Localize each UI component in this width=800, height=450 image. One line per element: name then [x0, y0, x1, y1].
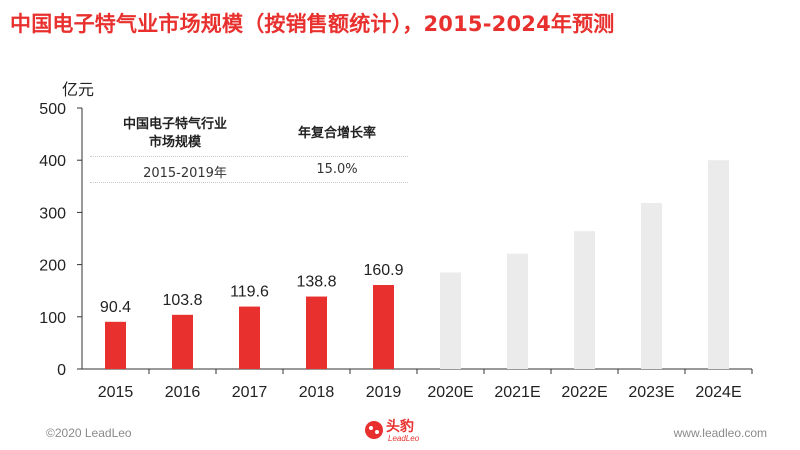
y-tick-label: 300: [39, 205, 66, 222]
forecast-bar: [440, 272, 461, 369]
inset-value-cagr: 15.0%: [316, 162, 358, 177]
y-tick-label: 0: [57, 362, 66, 379]
y-axis-unit-label: 亿元: [62, 80, 95, 99]
x-tick-label: 2018: [299, 384, 335, 401]
forecast-bar: [574, 231, 595, 369]
bar-data-label: 119.6: [230, 284, 269, 301]
x-tick-label: 2021E: [494, 384, 540, 401]
inset-value-period: 2015-2019年: [143, 166, 227, 181]
y-tick-label: 100: [39, 310, 66, 327]
logo-text: 头豹: [386, 419, 414, 435]
bar-data-label: 160.9: [363, 262, 403, 279]
y-tick-label: 400: [39, 153, 66, 170]
bar-data-label: 90.4: [100, 299, 131, 316]
chart-title: 中国电子特气业市场规模（按销售额统计），2015-2024年预测: [10, 12, 615, 36]
forecast-bar: [708, 160, 729, 369]
forecast-bar: [507, 253, 528, 369]
x-tick-label: 2024E: [695, 384, 741, 401]
x-tick-label: 2016: [165, 384, 201, 401]
x-tick-label: 2022E: [561, 384, 607, 401]
forecast-bar: [641, 203, 662, 369]
copyright-text: ©2020 LeadLeo: [46, 426, 132, 440]
x-tick-label: 2019: [366, 384, 402, 401]
actual-bar: [373, 285, 394, 369]
actual-bar: [239, 306, 260, 369]
x-tick-label: 2023E: [628, 384, 674, 401]
inset-header-market-size: 中国电子特气行业 市场规模: [122, 117, 227, 150]
bar-data-label: 103.8: [162, 292, 202, 309]
inset-header-cagr: 年复合增长率: [297, 126, 376, 141]
cagr-inset-table: 中国电子特气行业 市场规模 年复合增长率 2015-2019年 15.0%: [90, 108, 408, 186]
actual-bar: [306, 296, 327, 369]
website-link[interactable]: www.leadleo.com: [673, 426, 767, 440]
inset-bottom-rule: [90, 182, 408, 183]
inset-divider: [90, 156, 408, 157]
y-tick-label: 200: [39, 258, 66, 275]
x-tick-label: 2020E: [427, 384, 473, 401]
y-tick-label: 500: [39, 101, 66, 118]
leadleo-logo: 头豹 LeadLeo: [362, 414, 442, 446]
logo-subtext: LeadLeo: [388, 434, 420, 443]
actual-bar: [172, 314, 193, 369]
x-tick-label: 2017: [232, 384, 268, 401]
actual-bar: [105, 321, 126, 369]
x-tick-label: 2015: [98, 384, 134, 401]
bar-data-label: 138.8: [296, 274, 336, 291]
leopard-icon: [365, 421, 383, 439]
